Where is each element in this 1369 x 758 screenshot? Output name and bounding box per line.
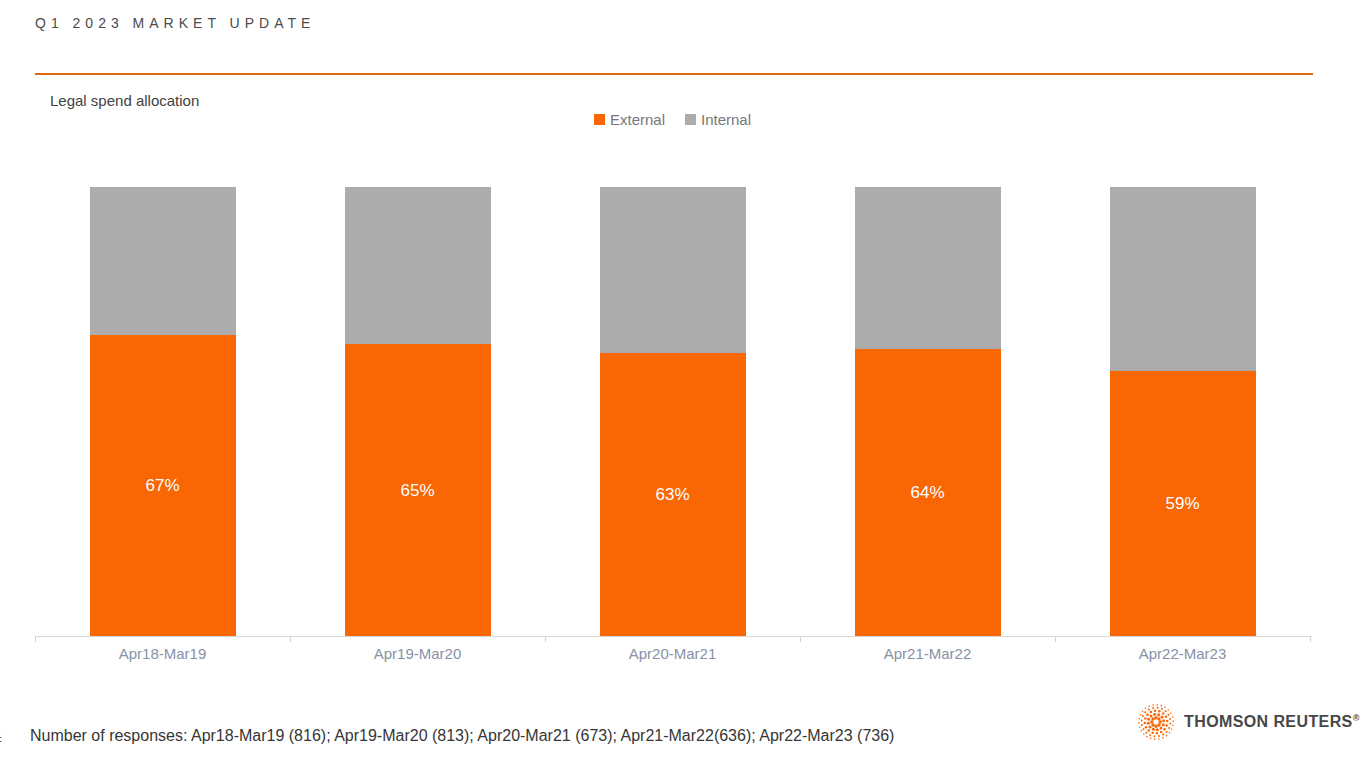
stacked-bar-apr21-mar22: 64% [855, 187, 1001, 636]
segment-external-apr22-mar23: 59% [1110, 371, 1256, 636]
segment-external-apr20-mar21: 63% [600, 353, 746, 636]
category-column-apr18-mar19: 67% [35, 187, 290, 636]
thomson-reuters-logo-text: THOMSON REUTERS® [1184, 713, 1360, 731]
stacked-bar-apr19-mar20: 65% [345, 187, 491, 636]
category-column-apr22-mar23: 59% [1055, 187, 1310, 636]
page-number: 4 [0, 726, 1, 743]
legend-swatch-external [594, 114, 605, 125]
data-label-external-apr22-mar23: 59% [1165, 495, 1199, 512]
legend-label-external: External [610, 111, 665, 128]
segment-external-apr18-mar19: 67% [90, 335, 236, 636]
segment-internal-apr22-mar23 [1110, 187, 1256, 371]
registered-trademark-symbol: ® [1353, 713, 1360, 723]
x-axis-tick [290, 636, 291, 642]
segment-internal-apr19-mar20 [345, 187, 491, 344]
category-column-apr19-mar20: 65% [290, 187, 545, 636]
x-axis-tick [35, 636, 36, 642]
segment-external-apr19-mar20: 65% [345, 344, 491, 636]
x-axis-tick [1310, 636, 1311, 642]
x-axis-line [35, 636, 1312, 637]
stacked-bar-apr20-mar21: 63% [600, 187, 746, 636]
x-axis-tick [1055, 636, 1056, 642]
legend-label-internal: Internal [701, 111, 751, 128]
x-axis-label-apr20-mar21: Apr20-Mar21 [545, 645, 800, 662]
category-column-apr21-mar22: 64% [800, 187, 1055, 636]
x-axis-label-apr21-mar22: Apr21-Mar22 [800, 645, 1055, 662]
legend-item-external: External [594, 111, 665, 128]
slide-header-title: Q1 2023 MARKET UPDATE [35, 15, 315, 31]
logo-wordmark: THOMSON REUTERS [1184, 713, 1353, 730]
segment-internal-apr20-mar21 [600, 187, 746, 353]
legend-item-internal: Internal [685, 111, 751, 128]
chart-title: Legal spend allocation [50, 92, 199, 109]
x-axis-label-apr22-mar23: Apr22-Mar23 [1055, 645, 1310, 662]
segment-internal-apr18-mar19 [90, 187, 236, 335]
data-label-external-apr20-mar21: 63% [655, 486, 689, 503]
segment-external-apr21-mar22: 64% [855, 349, 1001, 636]
data-label-external-apr19-mar20: 65% [400, 482, 434, 499]
stacked-bar-apr22-mar23: 59% [1110, 187, 1256, 636]
data-label-external-apr21-mar22: 64% [910, 484, 944, 501]
x-axis-tick [545, 636, 546, 642]
x-axis-label-apr18-mar19: Apr18-Mar19 [35, 645, 290, 662]
data-label-external-apr18-mar19: 67% [145, 477, 179, 494]
stacked-bar-apr18-mar19: 67% [90, 187, 236, 636]
slide: Q1 2023 MARKET UPDATE Legal spend alloca… [0, 0, 1369, 758]
x-axis-label-apr19-mar20: Apr19-Mar20 [290, 645, 545, 662]
x-axis-labels: Apr18-Mar19Apr19-Mar20Apr20-Mar21Apr21-M… [35, 645, 1310, 662]
chart-legend: External Internal [35, 111, 1310, 128]
chart-plot-area: 67% 65% 63% 64% 59% [35, 187, 1310, 636]
category-column-apr20-mar21: 63% [545, 187, 800, 636]
footnote-responses: Number of responses: Apr18-Mar19 (816); … [30, 727, 894, 745]
segment-internal-apr21-mar22 [855, 187, 1001, 349]
legend-swatch-internal [685, 114, 696, 125]
header-divider-line [35, 73, 1313, 75]
x-axis-tick [800, 636, 801, 642]
thomson-reuters-logo: THOMSON REUTERS® [1136, 702, 1360, 742]
thomson-reuters-kinesis-icon [1136, 702, 1176, 742]
